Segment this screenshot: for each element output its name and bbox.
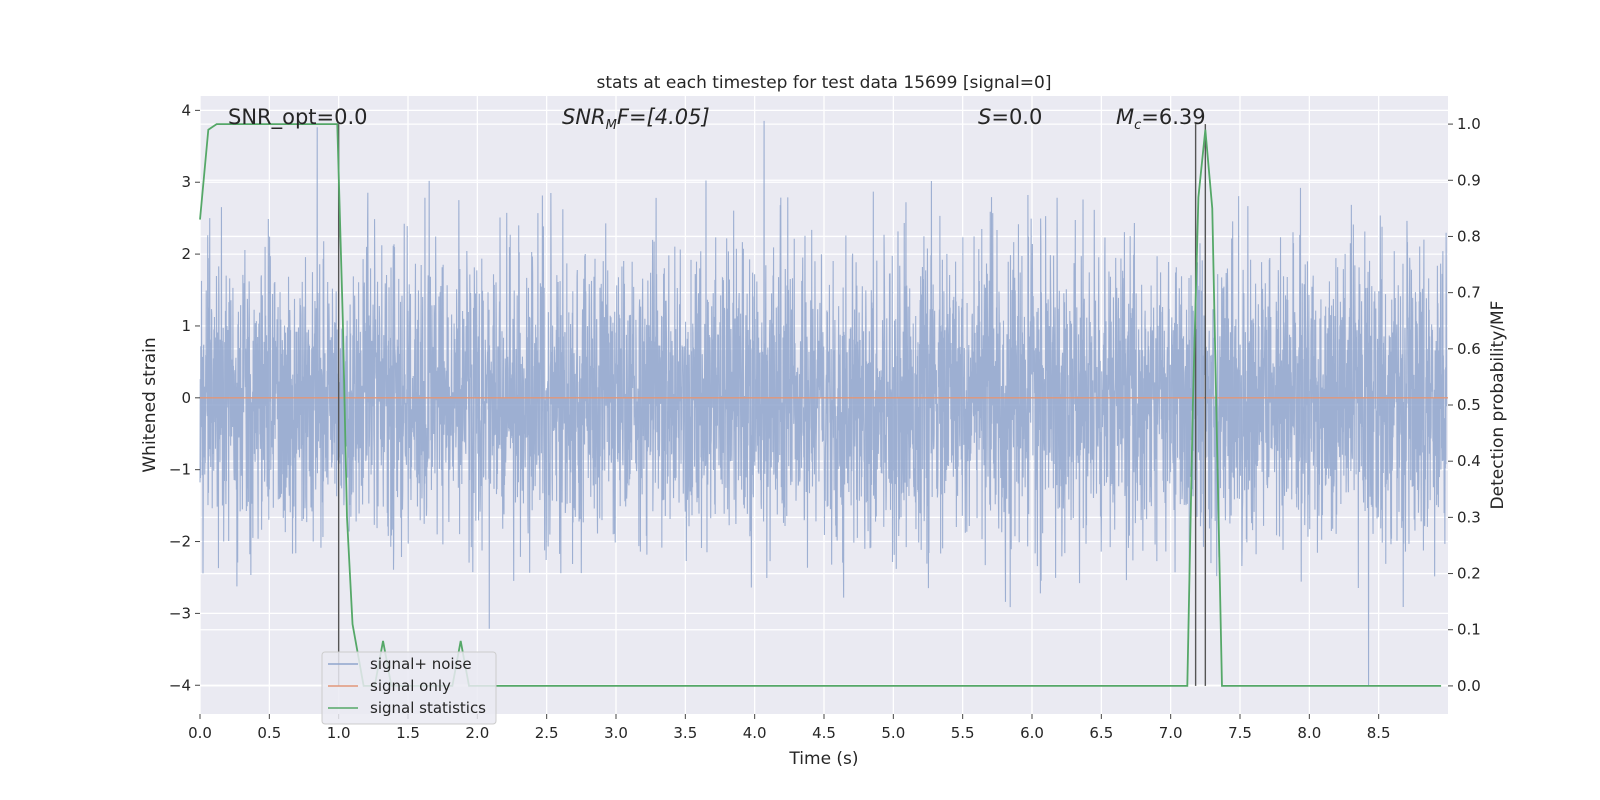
annotation-s-rest: =0.0 (991, 105, 1042, 129)
x-tick-label: 2.0 (465, 724, 489, 742)
y2-tick-label: 0.7 (1457, 284, 1481, 302)
y2-axis-label: Detection probability/MF (1488, 301, 1508, 510)
signal-statistics-line (199, 123, 1442, 687)
y-tick-label: 1 (181, 317, 191, 335)
x-tick-label: 1.5 (396, 724, 420, 742)
x-axis-label: Time (s) (788, 749, 858, 769)
x-tick-label: 8.0 (1297, 724, 1321, 742)
legend: signal+ noise signal only signal statist… (321, 651, 497, 725)
y2-tick-label: 0.5 (1457, 396, 1481, 414)
annotation-snr-mf-rest: F=[4.05] (617, 105, 710, 129)
annotation-mc: Mc=6.39 (1116, 105, 1206, 133)
x-tick-label: 5.5 (951, 724, 975, 742)
x-tick-label: 7.0 (1159, 724, 1183, 742)
x-tick-label: 8.5 (1367, 724, 1391, 742)
x-tick-label: 5.0 (881, 724, 905, 742)
x-tick-label: 7.5 (1228, 724, 1252, 742)
y2-tick-label: 0.3 (1457, 508, 1481, 526)
y2-tick-label: 0.8 (1457, 227, 1481, 245)
y2-tick-label: 0.6 (1457, 340, 1481, 358)
y2-tick-label: 0.1 (1457, 621, 1481, 639)
y-tick-label: −2 (169, 533, 191, 551)
y2-tick-label: 0.2 (1457, 565, 1481, 583)
annotation-snr-mf-sub: M (606, 118, 617, 133)
y-axis-label: Whitened strain (140, 337, 160, 472)
tick-layer: 0.0 0.5 1.0 1.5 2.0 2.5 3.0 3.5 4.0 4.5 5.0 5.5 6.0 6… (169, 101, 1481, 742)
x-tick-label: 3.5 (673, 724, 697, 742)
annotation-s-italic: S (978, 105, 991, 129)
annotation-snr-opt: SNR_opt=0.0 (228, 105, 368, 130)
annotation-s: S=0.0 (978, 105, 1042, 129)
y-tick-label: −3 (169, 604, 191, 622)
x-tick-label: 0.0 (188, 724, 212, 742)
annotation-snr-mf: SNRMF=[4.05] (562, 105, 710, 133)
y-tick-label: 0 (181, 389, 191, 407)
x-tick-label: 3.0 (604, 724, 628, 742)
annotation-mc-sub: c (1134, 118, 1141, 133)
x-tick-label: 6.5 (1089, 724, 1113, 742)
chart-title: stats at each timestep for test data 156… (597, 73, 1052, 93)
y2-tick-label: 0.9 (1457, 171, 1481, 189)
x-tick-label: 1.0 (327, 724, 351, 742)
y-tick-label: 2 (181, 245, 191, 263)
legend-box (321, 651, 497, 725)
y2-tick-label: 1.0 (1457, 115, 1481, 133)
y2-tick-label: 0.0 (1457, 677, 1481, 695)
legend-label-signal-statistics: signal statistics (370, 699, 486, 717)
y-tick-label: −4 (169, 676, 191, 694)
x-tick-label: 0.5 (257, 724, 281, 742)
x-tick-label: 4.5 (812, 724, 836, 742)
y-tick-label: −1 (169, 461, 191, 479)
x-tick-label: 6.0 (1020, 724, 1044, 742)
legend-label-signal-noise: signal+ noise (370, 655, 472, 673)
legend-label-signal-only: signal only (370, 677, 451, 695)
x-tick-label: 4.0 (743, 724, 767, 742)
annotation-snr-mf-base: SNR (562, 105, 606, 129)
y-tick-label: 3 (181, 173, 191, 191)
y2-tick-label: 0.4 (1457, 452, 1481, 470)
x-tick-label: 2.5 (535, 724, 559, 742)
line-layer (199, 123, 1448, 687)
annotation-mc-rest: =6.39 (1141, 105, 1205, 129)
annotation-mc-base: M (1116, 105, 1134, 129)
y-tick-label: 4 (181, 101, 191, 119)
